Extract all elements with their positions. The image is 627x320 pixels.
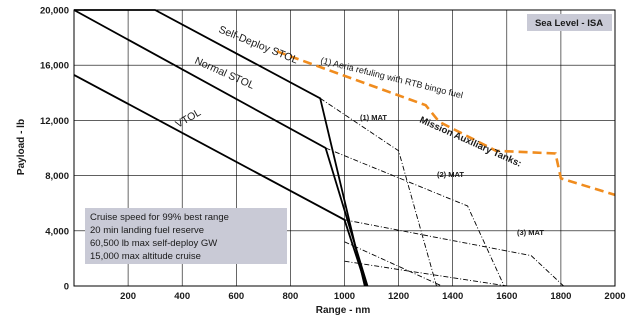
x-tick-label: 1000	[334, 291, 355, 302]
condition-label: Sea Level - ISA	[535, 18, 603, 29]
x-tick-label: 600	[228, 291, 244, 302]
condition-badge-box	[527, 14, 612, 31]
x-tick-label: 2000	[604, 291, 625, 302]
note-line: 15,000 max altitude cruise	[90, 251, 201, 262]
y-tick-label: 16,000	[40, 61, 69, 72]
y-tick-label: 8,000	[45, 171, 69, 182]
notes-box: Cruise speed for 99% best range 20 min l…	[85, 208, 287, 264]
x-tick-label: 1200	[388, 291, 409, 302]
refuel-label: (1) Aeria refuling with RTB bingo fuel	[320, 55, 464, 100]
y-tick-label: 0	[64, 282, 69, 293]
mat-line	[344, 241, 443, 287]
note-line: 20 min landing fuel reserve	[90, 225, 204, 236]
x-axis-title: Range - nm	[316, 305, 371, 316]
x-tick-label: 1600	[496, 291, 517, 302]
note-line: 60,500 lb max self-deploy GW	[90, 238, 217, 249]
y-tick-label: 4,000	[45, 226, 69, 237]
notes-box-bg	[85, 208, 287, 264]
y-tick-label: 20,000	[40, 6, 69, 17]
y-tick-label: 12,000	[40, 116, 69, 127]
plot-frame	[73, 9, 616, 287]
mission-tanks-label: Mission Auxiliary Tanks:	[418, 115, 523, 170]
mat-line	[319, 97, 437, 287]
mat-line	[325, 147, 505, 287]
mat-line	[344, 260, 507, 287]
y-axis-title: Payload - lb	[16, 119, 27, 175]
normal-stol-label: Normal STOL	[193, 55, 256, 92]
mat-line	[344, 219, 564, 287]
mat1-label: (1) MAT	[360, 113, 387, 122]
self-deploy-label: Self-Deploy STOL	[217, 24, 300, 67]
x-tick-label: 1400	[442, 291, 463, 302]
vtol-label: VTOL	[174, 107, 204, 131]
condition-badge: Sea Level - ISA	[527, 14, 612, 31]
refuel-line	[276, 50, 616, 197]
mat2-label: (2) MAT	[437, 170, 464, 179]
x-tick-label: 1800	[550, 291, 571, 302]
mat3-label: (3) MAT	[517, 228, 544, 237]
note-line: Cruise speed for 99% best range	[90, 212, 229, 223]
x-tick-label: 200	[120, 291, 136, 302]
tick-labels: 200 400 600 800 1000 1200 1400 1600 1800 2000 0 4,0…	[40, 6, 626, 303]
x-tick-label: 400	[174, 291, 190, 302]
x-tick-label: 800	[282, 291, 298, 302]
